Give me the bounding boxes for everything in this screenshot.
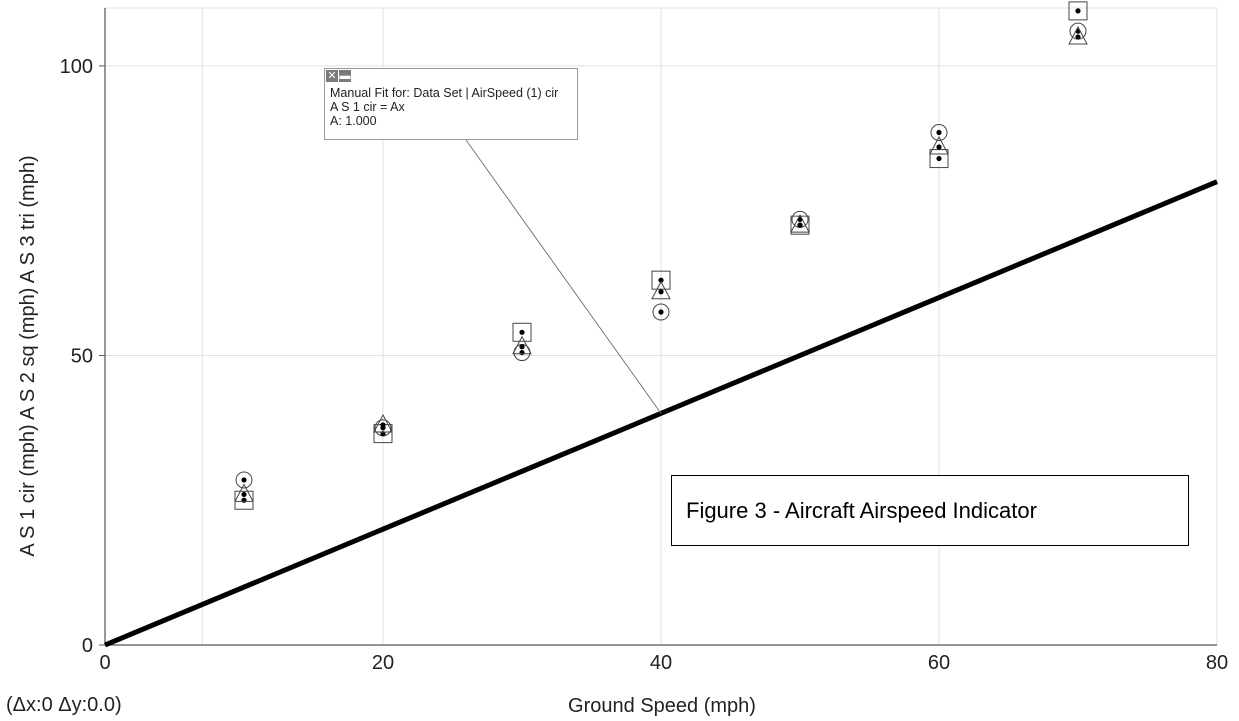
fit-line-layer [104,139,1218,648]
x-tick-label: 80 [1206,652,1228,674]
point-dot [936,144,942,150]
triangle-point [929,135,949,155]
point-dot [658,277,664,283]
fit-box-connector [465,139,662,414]
point-dot [1075,8,1081,14]
triangle-marker [512,335,532,355]
minimize-icon[interactable]: ▬ [339,70,351,82]
triangle-point [512,335,532,355]
point-dot [519,349,525,356]
fit-box-title: Manual Fit for: Data Set | AirSpeed (1) … [330,86,559,100]
fit-box-equation: A S 1 cir = Ax [330,100,405,114]
triangle-marker [790,214,810,233]
figure-caption-text: Figure 3 - Aircraft Airspeed Indicator [686,497,1037,523]
triangle-point [651,280,671,300]
point-dot [1075,34,1081,40]
square-point [512,322,532,342]
point-dot [241,491,247,498]
point-dot [241,497,247,503]
manual-fit-box[interactable]: ✕ ▬ Manual Fit for: Data Set | AirSpeed … [324,68,578,140]
triangle-marker [1068,25,1088,45]
x-tick-label: 40 [650,652,672,674]
circle-point [235,471,253,489]
point-dot [519,344,525,350]
square-marker [1068,1,1088,21]
x-tick-label: 20 [372,652,394,674]
point-dot [519,329,525,335]
delta-readout: (Δx:0 Δy:0.0) [6,694,122,716]
x-tick-label: 0 [99,652,110,674]
close-icon[interactable]: ✕ [326,70,338,82]
triangle-point [1068,25,1088,45]
point-dot [658,309,664,315]
x-axis-title: Ground Speed (mph) [568,695,756,717]
point-dot [241,477,247,483]
point-dot [936,129,942,136]
square-point [1068,1,1088,21]
y-tick-label: 100 [60,56,93,78]
triangle-marker [373,413,393,433]
y-tick-label: 0 [82,635,93,657]
triangle-point [234,483,254,502]
triangle-marker [651,280,671,300]
point-dot [380,422,386,428]
data-points [234,1,1088,510]
circle-point [652,303,670,321]
circle-point [930,124,948,142]
tick-labels: 0 20 40 60 80 0 50 100 [60,56,1229,674]
axes [104,8,1217,646]
triangle-point [790,214,810,233]
fit-box-parameter: A: 1.000 [330,114,377,128]
grid-lines [105,7,1218,645]
triangle-marker [929,135,949,155]
point-dot [797,222,803,228]
y-axis-title: A S 1 cir (mph) A S 2 sq (mph) A S 3 tri… [17,155,39,556]
fit-box-controls: ✕ ▬ [326,70,352,83]
square-marker [512,322,532,342]
x-tick-label: 60 [928,652,950,674]
triangle-marker [234,483,254,502]
point-dot [658,289,664,295]
point-dot [936,155,942,162]
fit-box-text: Manual Fit for: Data Set | AirSpeed (1) … [330,86,558,128]
figure-caption: Figure 3 - Aircraft Airspeed Indicator [671,475,1189,546]
square-marker [234,490,254,510]
triangle-point [373,413,393,433]
circle-marker [930,124,948,142]
circle-marker [652,303,670,321]
circle-marker [235,471,253,489]
y-tick-label: 50 [71,345,93,367]
